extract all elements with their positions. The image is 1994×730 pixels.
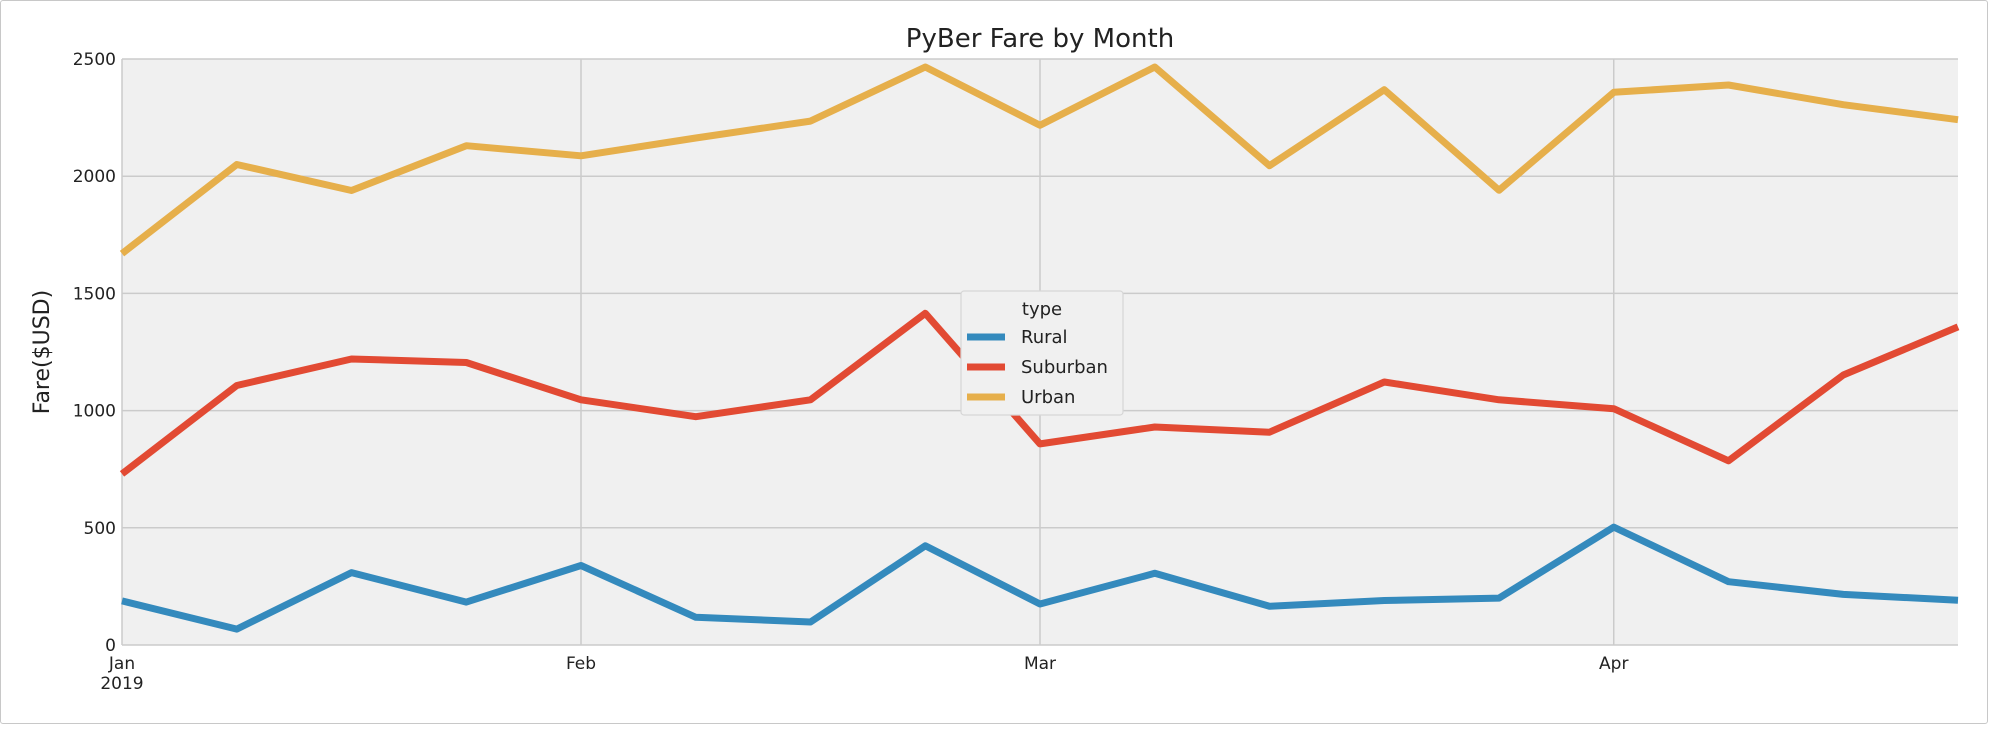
legend-label-urban: Urban (1021, 387, 1075, 408)
legend: type Rural Suburban Urban (960, 290, 1124, 416)
series-line-rural (121, 523, 1959, 633)
x-tick-sublabel: 2019 (100, 674, 143, 694)
y-tick-label: 2500 (73, 50, 116, 70)
y-tick-label: 2000 (73, 167, 116, 187)
y-axis-ticks: 0 500 1000 1500 2000 2500 (73, 50, 116, 656)
y-tick-label: 0 (105, 636, 116, 656)
y-tick-label: 500 (84, 519, 116, 539)
x-tick-label: Mar (1024, 654, 1056, 674)
chart-title: PyBer Fare by Month (906, 24, 1174, 54)
x-tick-label: Apr (1599, 654, 1628, 674)
x-tick-label: Jan (108, 654, 135, 674)
legend-title: type (1022, 299, 1062, 320)
y-tick-label: 1000 (73, 402, 116, 422)
legend-label-rural: Rural (1021, 327, 1068, 348)
y-axis-label: Fare($USD) (30, 290, 55, 414)
legend-box (960, 290, 1124, 416)
series-line-urban (119, 63, 1959, 257)
y-tick-label: 1500 (73, 284, 116, 304)
legend-label-suburban: Suburban (1021, 357, 1108, 378)
series-line-suburban (119, 309, 1960, 477)
series-lines (119, 63, 1960, 633)
x-tick-label: Feb (566, 654, 596, 674)
